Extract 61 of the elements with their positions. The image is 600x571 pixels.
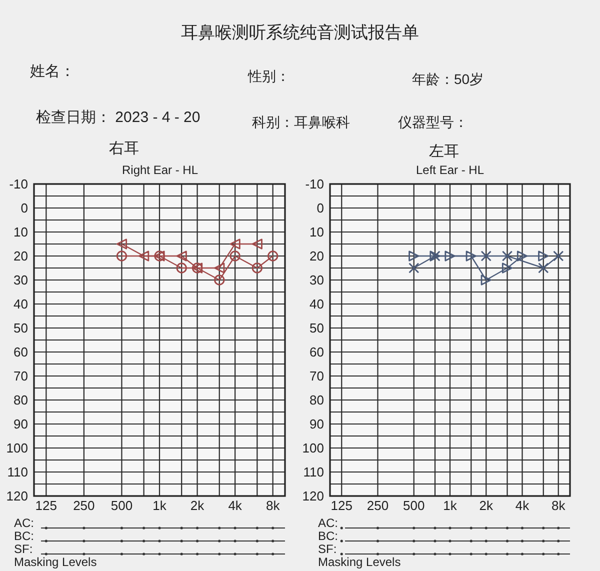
x-tick-label: 500 bbox=[110, 498, 133, 513]
y-tick-label: 30 bbox=[14, 272, 28, 288]
y-tick-label: 70 bbox=[14, 368, 28, 384]
y-tick-label: 40 bbox=[14, 296, 28, 312]
y-tick-label: 70 bbox=[310, 368, 324, 384]
text: SF: bbox=[14, 542, 33, 556]
y-tick-label: 80 bbox=[310, 392, 324, 408]
x-tick-label: 1k bbox=[152, 498, 167, 513]
y-tick-label: -10 bbox=[305, 176, 324, 192]
x-tick-label: 2k bbox=[190, 498, 205, 513]
x-tick-label: 250 bbox=[73, 498, 95, 513]
y-tick-label: 100 bbox=[6, 440, 28, 456]
y-tick-label: 90 bbox=[14, 416, 28, 432]
chart-title: Right Ear - HL bbox=[122, 163, 198, 177]
text: AC: bbox=[318, 516, 338, 530]
y-tick-label: 60 bbox=[14, 344, 28, 360]
text: 姓名： bbox=[30, 63, 75, 80]
y-tick-label: 20 bbox=[14, 248, 28, 264]
y-tick-label: 60 bbox=[310, 344, 324, 360]
text: 仪器型号： bbox=[398, 114, 468, 130]
y-tick-label: 110 bbox=[7, 464, 28, 480]
y-tick-label: 20 bbox=[310, 248, 324, 264]
y-tick-label: 40 bbox=[310, 296, 324, 312]
y-tick-label: 30 bbox=[310, 272, 324, 288]
y-tick-label: 50 bbox=[14, 320, 28, 336]
y-tick-label: 100 bbox=[302, 440, 324, 456]
text: BC: bbox=[14, 529, 34, 543]
text: 科别：耳鼻喉科 bbox=[252, 114, 350, 130]
x-tick-label: 8k bbox=[266, 498, 280, 513]
y-tick-label: -10 bbox=[9, 176, 28, 192]
y-tick-label: 10 bbox=[14, 224, 28, 240]
y-tick-label: 50 bbox=[310, 320, 324, 336]
x-tick-label: 125 bbox=[35, 498, 58, 513]
y-tick-label: 120 bbox=[6, 488, 28, 504]
text: Masking Levels bbox=[14, 555, 97, 569]
text: Masking Levels bbox=[318, 555, 401, 569]
x-tick-label: 8k bbox=[552, 498, 566, 513]
chart-subtitle: 左耳 bbox=[429, 143, 459, 160]
y-tick-label: 90 bbox=[310, 416, 324, 432]
y-tick-label: 10 bbox=[310, 224, 324, 240]
text: BC: bbox=[318, 529, 338, 543]
y-tick-label: 120 bbox=[302, 488, 324, 504]
text: 性别： bbox=[247, 68, 290, 84]
chart-title: Left Ear - HL bbox=[416, 163, 484, 177]
text: 年龄：50岁 bbox=[412, 71, 484, 87]
y-tick-label: 80 bbox=[14, 392, 28, 408]
x-tick-label: 4k bbox=[515, 498, 530, 513]
x-tick-label: 500 bbox=[403, 498, 425, 513]
x-tick-label: 1k bbox=[443, 498, 458, 513]
x-tick-label: 2k bbox=[479, 498, 494, 513]
y-tick-label: 0 bbox=[316, 200, 324, 216]
y-tick-label: 0 bbox=[20, 200, 28, 216]
text: SF: bbox=[318, 542, 337, 556]
text: 检查日期： 2023 - 4 - 20 bbox=[36, 109, 200, 126]
y-tick-label: 110 bbox=[303, 464, 324, 480]
text: AC: bbox=[14, 516, 34, 530]
chart-subtitle: 右耳 bbox=[109, 140, 139, 157]
x-tick-label: 4k bbox=[228, 498, 242, 513]
x-tick-label: 125 bbox=[330, 498, 352, 513]
x-tick-label: 250 bbox=[366, 498, 389, 513]
text: 耳鼻喉测听系统纯音测试报告单 bbox=[181, 23, 419, 42]
